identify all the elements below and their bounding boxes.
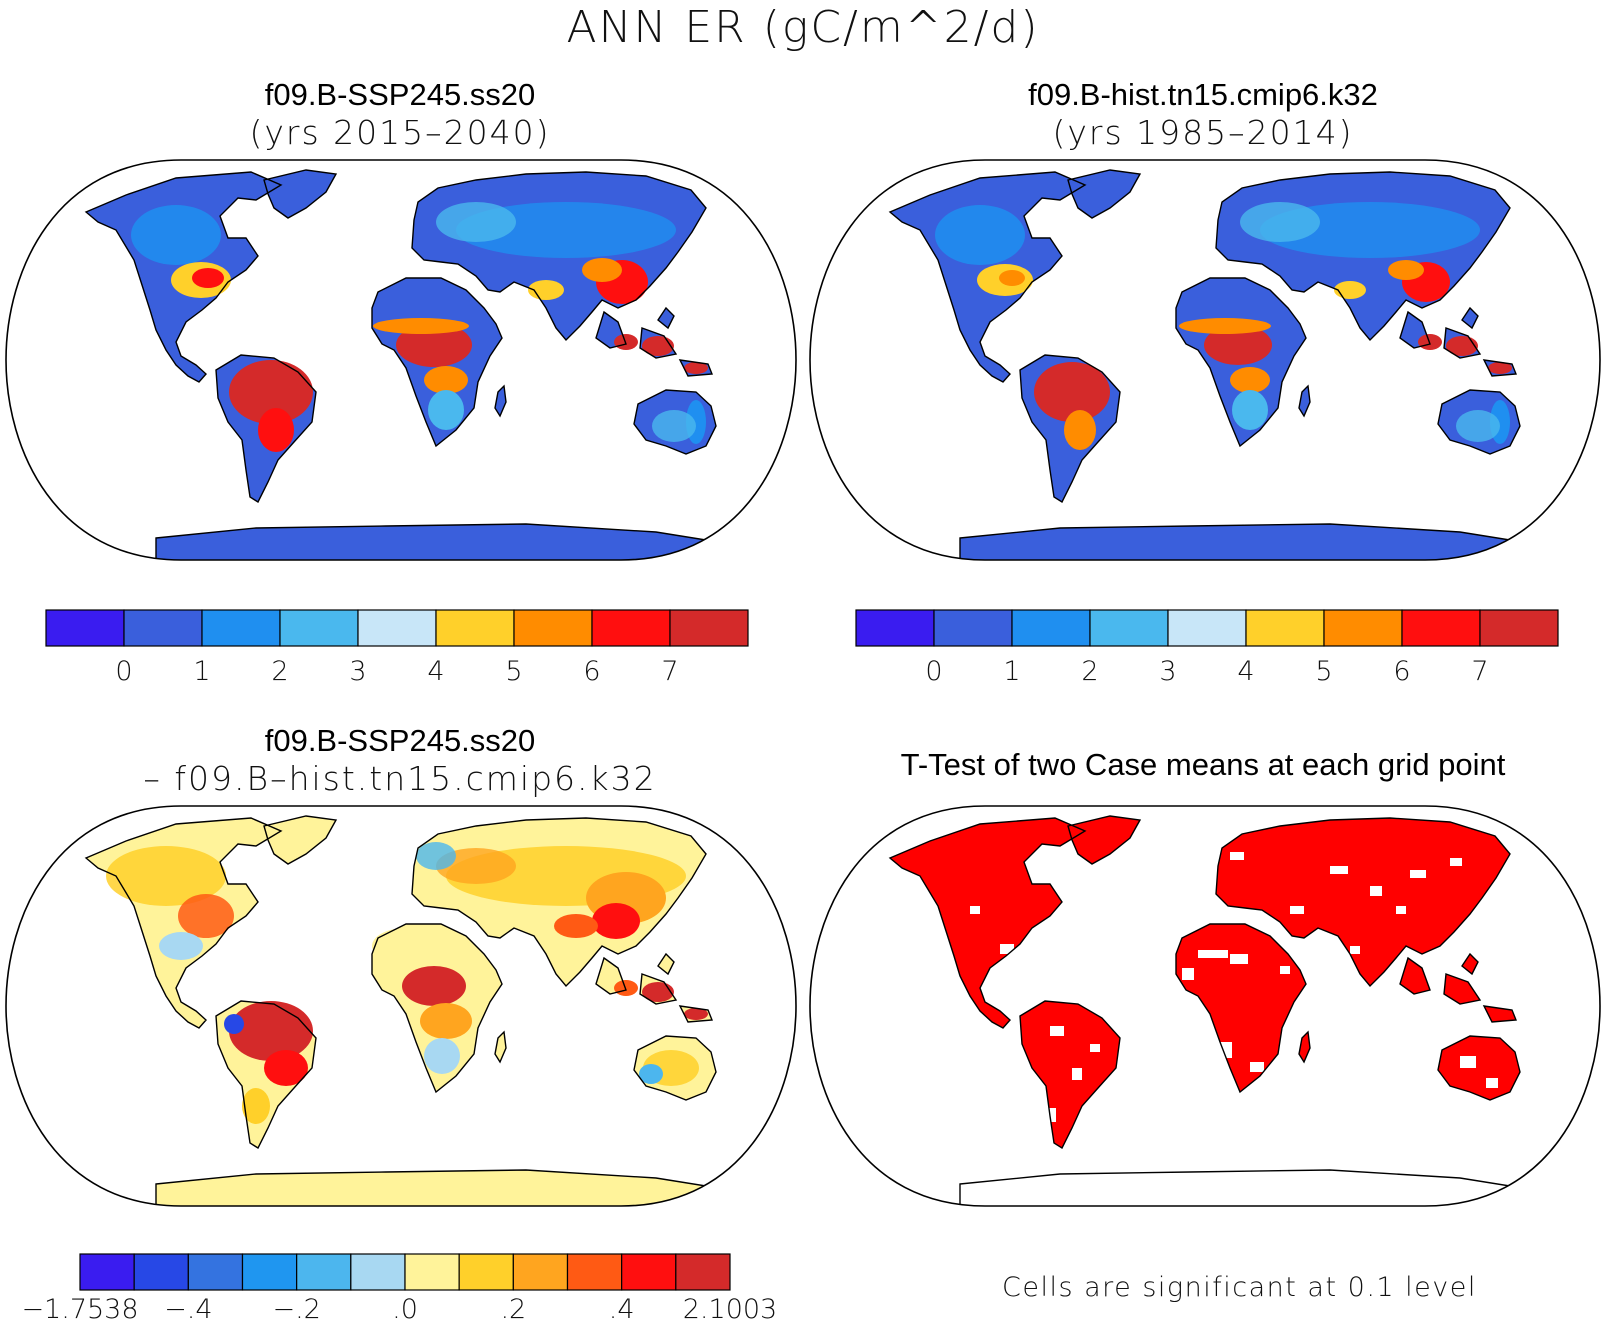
colorbar-tick-label: 0 <box>115 656 132 687</box>
colorbar-tick-label: 6 <box>583 656 600 687</box>
colorbar-cell <box>279 609 359 647</box>
colorbar-cell <box>855 609 935 647</box>
colorbar-cell <box>1245 609 1325 647</box>
map-case1-mean <box>5 159 797 561</box>
colorbar-cell <box>513 609 593 647</box>
globe-outline <box>5 805 797 1207</box>
colorbar-cell <box>404 1253 460 1291</box>
panel-title-bottom-right: T-Test of two Case means at each grid po… <box>800 746 1606 784</box>
colorbar-cell <box>621 1253 677 1291</box>
colorbar-cell <box>296 1253 352 1291</box>
colorbar-cell <box>566 1253 623 1291</box>
panel-period: (yrs 2015–2040) <box>249 113 551 152</box>
map-difference <box>5 805 797 1207</box>
colorbar-cell <box>1089 609 1169 647</box>
colorbar-cell <box>675 1253 731 1291</box>
colorbar-cell <box>1323 609 1403 647</box>
colorbar-tick-label: 7 <box>661 656 678 687</box>
colorbar-tick-label: −.2 <box>272 1294 320 1323</box>
panel-period: (yrs 1985–2014) <box>1052 113 1354 152</box>
colorbar-tick-label: .4 <box>609 1294 635 1323</box>
colorbar-tick-label: −1.7538 <box>21 1294 138 1323</box>
colorbar-cell <box>357 609 437 647</box>
colorbar-cell <box>512 1253 569 1291</box>
colorbar-tick-label: 1 <box>193 656 210 687</box>
colorbar-cell <box>591 609 671 647</box>
colorbar-case2: 0 1 2 3 4 5 6 7 <box>855 609 1559 687</box>
colorbar-cell <box>133 1253 189 1291</box>
colorbar-cell <box>201 609 281 647</box>
field-shading <box>106 842 708 1124</box>
colorbar-tick-label: 1 <box>1003 656 1020 687</box>
colorbar-cell <box>1011 609 1091 647</box>
panel-minus-case: – f09.B–hist.tn15.cmip6.k32 <box>143 759 657 798</box>
colorbar-cell <box>45 609 125 647</box>
field-shading <box>131 202 708 452</box>
colorbar-cell <box>1167 609 1247 647</box>
non-significant-cells <box>970 852 1498 1122</box>
colorbar-tick-label: .2 <box>500 1294 526 1323</box>
colorbar-tick-label: 0 <box>925 656 942 687</box>
panel-case-name: f09.B-SSP245.ss20 <box>264 77 536 112</box>
figure-title: ANN ER (gC/m^2/d) <box>566 2 1040 53</box>
colorbar-cell <box>1479 609 1559 647</box>
colorbar-tick-label: −.4 <box>164 1294 212 1323</box>
map-ttest-significance <box>809 805 1601 1207</box>
colorbar-tick-label: 2 <box>271 656 288 687</box>
panel-title-top-left: f09.B-SSP245.ss20 (yrs 2015–2040) <box>0 76 800 152</box>
colorbar-tick-label: .0 <box>392 1294 418 1323</box>
colorbar-tick-label: 3 <box>1159 656 1176 687</box>
colorbar-cell <box>241 1253 298 1291</box>
field-shading <box>935 202 1512 450</box>
panel-title-bottom-left: f09.B-SSP245.ss20 – f09.B–hist.tn15.cmip… <box>0 722 800 798</box>
colorbar-cell <box>458 1253 514 1291</box>
panel-case-name: f09.B-SSP245.ss20 <box>264 723 536 758</box>
colorbar-cell <box>669 609 749 647</box>
colorbar-tick-label: 6 <box>1393 656 1410 687</box>
ttest-footnote: Cells are significant at 0.1 level <box>1002 1272 1477 1303</box>
colorbar-tick-label: 3 <box>349 656 366 687</box>
globe-outline <box>809 159 1601 561</box>
colorbar-tick-label: 2.1003 <box>683 1294 777 1323</box>
colorbar-tick-label: 4 <box>1237 656 1254 687</box>
globe-outline <box>5 159 797 561</box>
globe-outline <box>809 805 1601 1207</box>
colorbar-cell <box>79 1253 135 1291</box>
map-case2-mean <box>809 159 1601 561</box>
panel-title-top-right: f09.B-hist.tn15.cmip6.k32 (yrs 1985–2014… <box>800 76 1606 152</box>
colorbar-cell <box>933 609 1013 647</box>
colorbar-case1: 0 1 2 3 4 5 6 7 <box>45 609 749 687</box>
colorbar-tick-label: 2 <box>1081 656 1098 687</box>
colorbar-tick-label: 5 <box>505 656 522 687</box>
ttest-title: T-Test of two Case means at each grid po… <box>900 747 1506 782</box>
colorbar-tick-label: 4 <box>427 656 444 687</box>
colorbar-cell <box>435 609 515 647</box>
colorbar-tick-label: 7 <box>1471 656 1488 687</box>
colorbar-difference: −1.7538 −.4 −.2 .0 .2 .4 2.1003 <box>21 1253 777 1323</box>
colorbar-cell <box>1401 609 1481 647</box>
colorbar-cell <box>123 609 203 647</box>
colorbar-cell <box>187 1253 244 1291</box>
colorbar-cell <box>350 1253 406 1291</box>
colorbar-tick-label: 5 <box>1315 656 1332 687</box>
panel-case-name: f09.B-hist.tn15.cmip6.k32 <box>1028 77 1378 112</box>
